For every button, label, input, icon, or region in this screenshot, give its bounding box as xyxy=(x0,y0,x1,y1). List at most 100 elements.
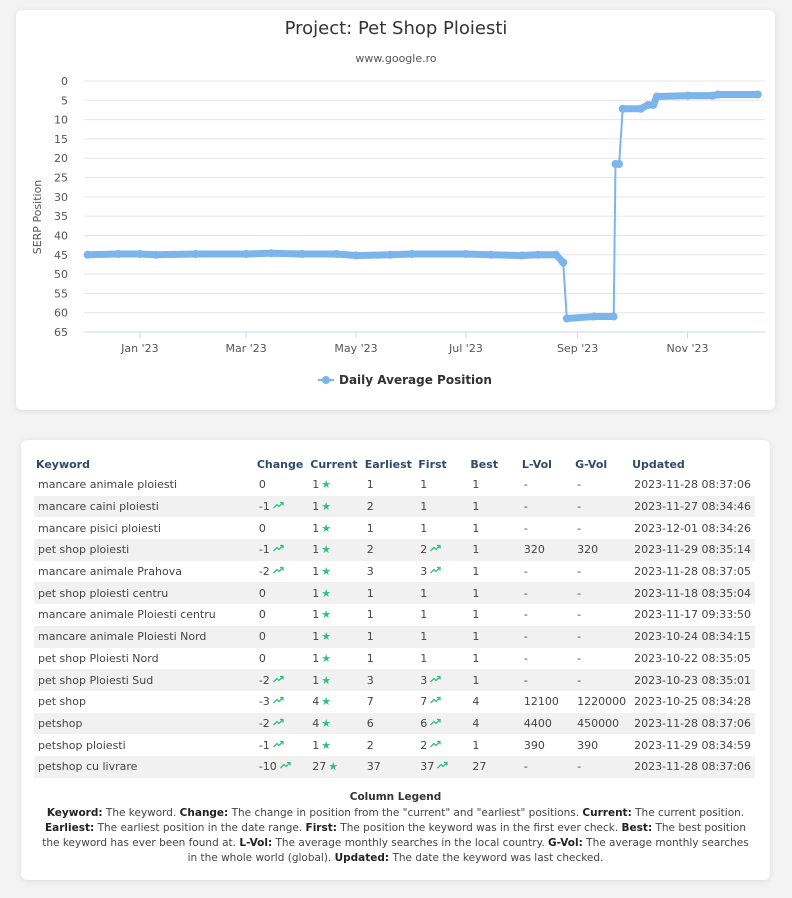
data-point[interactable] xyxy=(461,249,470,258)
cell-keyword[interactable]: mancare caini ploiesti xyxy=(34,495,255,518)
cell-gvol: - xyxy=(573,582,631,605)
cell-keyword[interactable]: mancare animale Ploiesti centru xyxy=(38,608,216,622)
header-updated[interactable]: Updated xyxy=(632,458,685,471)
cell-current: 1 ★ xyxy=(312,478,332,492)
cell-keyword[interactable]: petshop cu livrare xyxy=(34,755,255,778)
data-point[interactable] xyxy=(753,90,762,99)
y-tick-label: 55 xyxy=(54,287,68,300)
data-point[interactable] xyxy=(267,249,276,258)
cell-change: -2 xyxy=(254,669,309,691)
cell-lvol: - xyxy=(523,608,528,622)
cell-first: 1 xyxy=(416,582,469,605)
header-first[interactable]: First xyxy=(418,458,447,471)
series-marker-band xyxy=(242,249,275,258)
header-gvol[interactable]: G-Vol xyxy=(575,458,608,471)
data-point[interactable] xyxy=(407,249,416,258)
table-row: pet shop ploiesti centru 0 1 ★ 1 1 1- -2023-11-… xyxy=(34,582,755,605)
cell-keyword[interactable]: petshop ploiesti xyxy=(38,738,126,752)
cell-keyword[interactable]: pet shop ploiesti xyxy=(34,539,255,561)
data-point[interactable] xyxy=(618,104,627,113)
data-point[interactable] xyxy=(191,249,200,258)
star-icon: ★ xyxy=(321,565,332,579)
star-icon: ★ xyxy=(321,673,332,687)
cell-updated: 2023-12-01 08:34:26 xyxy=(634,521,751,535)
chart-legend[interactable]: Daily Average Position xyxy=(318,373,492,387)
cell-updated: 2023-11-27 08:34:46 xyxy=(630,495,755,518)
data-point[interactable] xyxy=(609,312,618,321)
legend-desc: The change in position from the "current… xyxy=(231,807,580,819)
data-point[interactable] xyxy=(352,251,361,260)
header-best[interactable]: Best xyxy=(470,458,499,471)
data-point[interactable] xyxy=(83,250,92,259)
data-point[interactable] xyxy=(487,250,496,259)
data-point[interactable] xyxy=(332,249,341,258)
data-point[interactable] xyxy=(649,100,658,109)
cell-keyword[interactable]: mancare animale ploiesti xyxy=(38,478,177,492)
data-point[interactable] xyxy=(552,250,561,259)
trend-up-icon xyxy=(272,740,284,748)
data-point[interactable] xyxy=(386,250,395,259)
data-point[interactable] xyxy=(114,249,123,258)
cell-best: 1 xyxy=(468,669,520,691)
table-row: mancare animale ploiesti 0 1 ★ 1 1 1 - - 2023-11-… xyxy=(34,474,755,496)
cell-keyword[interactable]: mancare animale Prahova xyxy=(38,565,182,579)
x-tick-label: Sep '23 xyxy=(557,342,598,355)
column-legend-title: Column Legend xyxy=(349,791,442,803)
cell-change: 0 xyxy=(254,625,309,648)
data-point[interactable] xyxy=(562,314,571,323)
cell-earliest: 7 xyxy=(366,695,374,709)
data-point[interactable] xyxy=(242,249,251,258)
cell-keyword[interactable]: pet shop Ploiesti Sud xyxy=(34,669,255,691)
cell-best: 1 xyxy=(468,582,520,605)
data-point[interactable] xyxy=(714,90,723,99)
cell-keyword[interactable]: pet shop xyxy=(38,695,86,709)
column-legend-text: Keyword: The keyword. Change: The change… xyxy=(41,806,750,866)
cell-keyword[interactable]: mancare pisici ploiesti xyxy=(38,521,161,535)
table-row: pet shop Ploiesti Sud -2 1 ★ 3 3 1- -2023-10-23… xyxy=(34,669,755,691)
cell-keyword[interactable]: pet shop Ploiesti Nord xyxy=(38,651,159,665)
data-point[interactable] xyxy=(636,104,645,113)
cell-keyword[interactable]: petshop xyxy=(34,712,255,735)
cell-gvol: - xyxy=(573,625,631,648)
cell-keyword[interactable]: mancare animale Ploiesti Nord xyxy=(34,625,255,648)
star-icon: ★ xyxy=(321,651,332,665)
header-change[interactable]: Change xyxy=(256,458,304,471)
x-tick-label: Jan '23 xyxy=(120,342,158,355)
cell-current: 1 ★ xyxy=(308,669,363,691)
chart-subtitle: www.google.ro xyxy=(355,52,437,65)
header-current[interactable]: Current xyxy=(310,458,358,471)
cell-gvol: - xyxy=(573,495,631,518)
data-point[interactable] xyxy=(683,91,692,100)
data-point[interactable] xyxy=(297,249,306,258)
data-point[interactable] xyxy=(534,250,542,259)
data-point[interactable] xyxy=(135,249,144,258)
header-keyword[interactable]: Keyword xyxy=(36,458,90,471)
cell-updated: 2023-11-28 08:37:06 xyxy=(630,712,755,735)
y-tick-label: 50 xyxy=(54,268,68,281)
header-lvol[interactable]: L-Vol xyxy=(521,458,552,471)
y-tick-label: 5 xyxy=(61,94,68,107)
star-icon: ★ xyxy=(321,608,332,622)
data-point[interactable] xyxy=(589,312,598,321)
cell-lvol: - xyxy=(523,651,528,665)
cell-gvol: - xyxy=(577,565,582,579)
legend-label[interactable]: Daily Average Position xyxy=(339,373,492,387)
data-point[interactable] xyxy=(652,92,661,101)
data-point[interactable] xyxy=(517,251,526,260)
data-point[interactable] xyxy=(152,250,161,259)
cell-change: -1 xyxy=(255,734,308,756)
data-point[interactable] xyxy=(559,258,568,267)
cell-updated: 2023-11-28 08:37:06 xyxy=(634,478,751,492)
y-tick-label: 10 xyxy=(54,114,68,127)
cell-earliest: 2 xyxy=(362,539,417,561)
legend-desc: The current position. xyxy=(635,807,745,819)
series-daily-average[interactable] xyxy=(83,90,762,323)
legend-desc: The average monthly searches in the whol… xyxy=(187,837,749,864)
cell-keyword[interactable]: pet shop ploiesti centru xyxy=(34,582,255,605)
y-tick-label: 30 xyxy=(54,191,68,204)
cell-updated: 2023-10-23 08:35:01 xyxy=(630,669,755,691)
data-point[interactable] xyxy=(615,160,624,169)
cell-first: 3 xyxy=(416,669,469,691)
header-earliest[interactable]: Earliest xyxy=(364,458,412,471)
legend-term: Current: xyxy=(582,807,632,819)
